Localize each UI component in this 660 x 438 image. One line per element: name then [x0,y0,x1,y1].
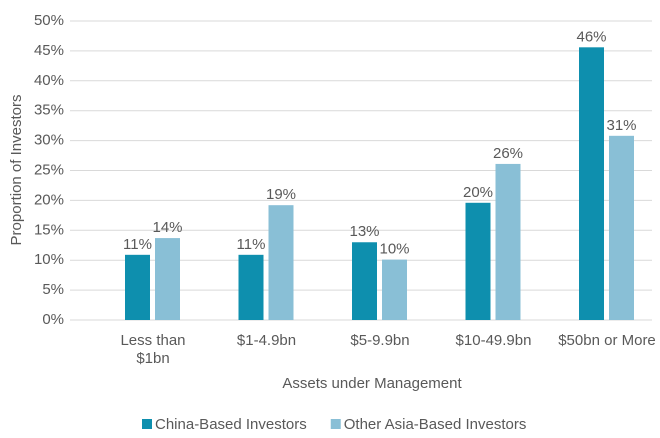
bar [352,242,377,320]
y-tick-label: 50% [34,12,64,29]
legend-swatch [142,419,152,429]
y-tick-label: 40% [34,72,64,89]
legend-label: China-Based Investors [155,416,307,433]
y-tick-label: 0% [42,311,64,328]
data-label: 14% [152,219,182,236]
bar [268,205,294,320]
x-axis-title: Assets under Management [282,375,462,392]
data-label: 11% [123,236,152,253]
bar [238,254,264,320]
data-label: 20% [463,184,493,201]
x-tick-label: $10-49.9bn [455,332,532,349]
data-label: 19% [266,186,296,203]
y-tick-label: 35% [34,102,64,119]
data-label: 10% [379,241,409,258]
x-tick-label: $50bn or More [558,332,656,349]
data-label: 13% [349,223,379,240]
bar [495,163,521,320]
y-tick-label: 5% [42,281,64,298]
bar [465,202,491,320]
y-axis-title: Proportion of Investors [8,95,25,246]
y-tick-label: 10% [34,251,64,268]
y-tick-label: 15% [34,221,64,238]
legend-label: Other Asia-Based Investors [344,416,527,433]
legend-swatch [330,419,341,429]
x-tick-label: $1-4.9bn [236,332,297,349]
x-tick-label: Less than $1bn [120,332,186,367]
x-tick-label: $5-9.9bn [350,332,410,349]
bar [125,254,150,320]
y-tick-label: 30% [34,132,64,149]
y-tick-label: 20% [34,191,64,208]
y-tick-label: 25% [34,161,64,178]
bar [155,238,180,320]
data-label: 11% [237,236,266,253]
bar [382,259,407,320]
data-label: 46% [576,28,606,45]
data-label: 31% [606,117,636,134]
y-tick-label: 45% [34,42,64,59]
data-label: 26% [493,145,523,162]
bar [609,135,634,320]
bar [579,47,604,320]
